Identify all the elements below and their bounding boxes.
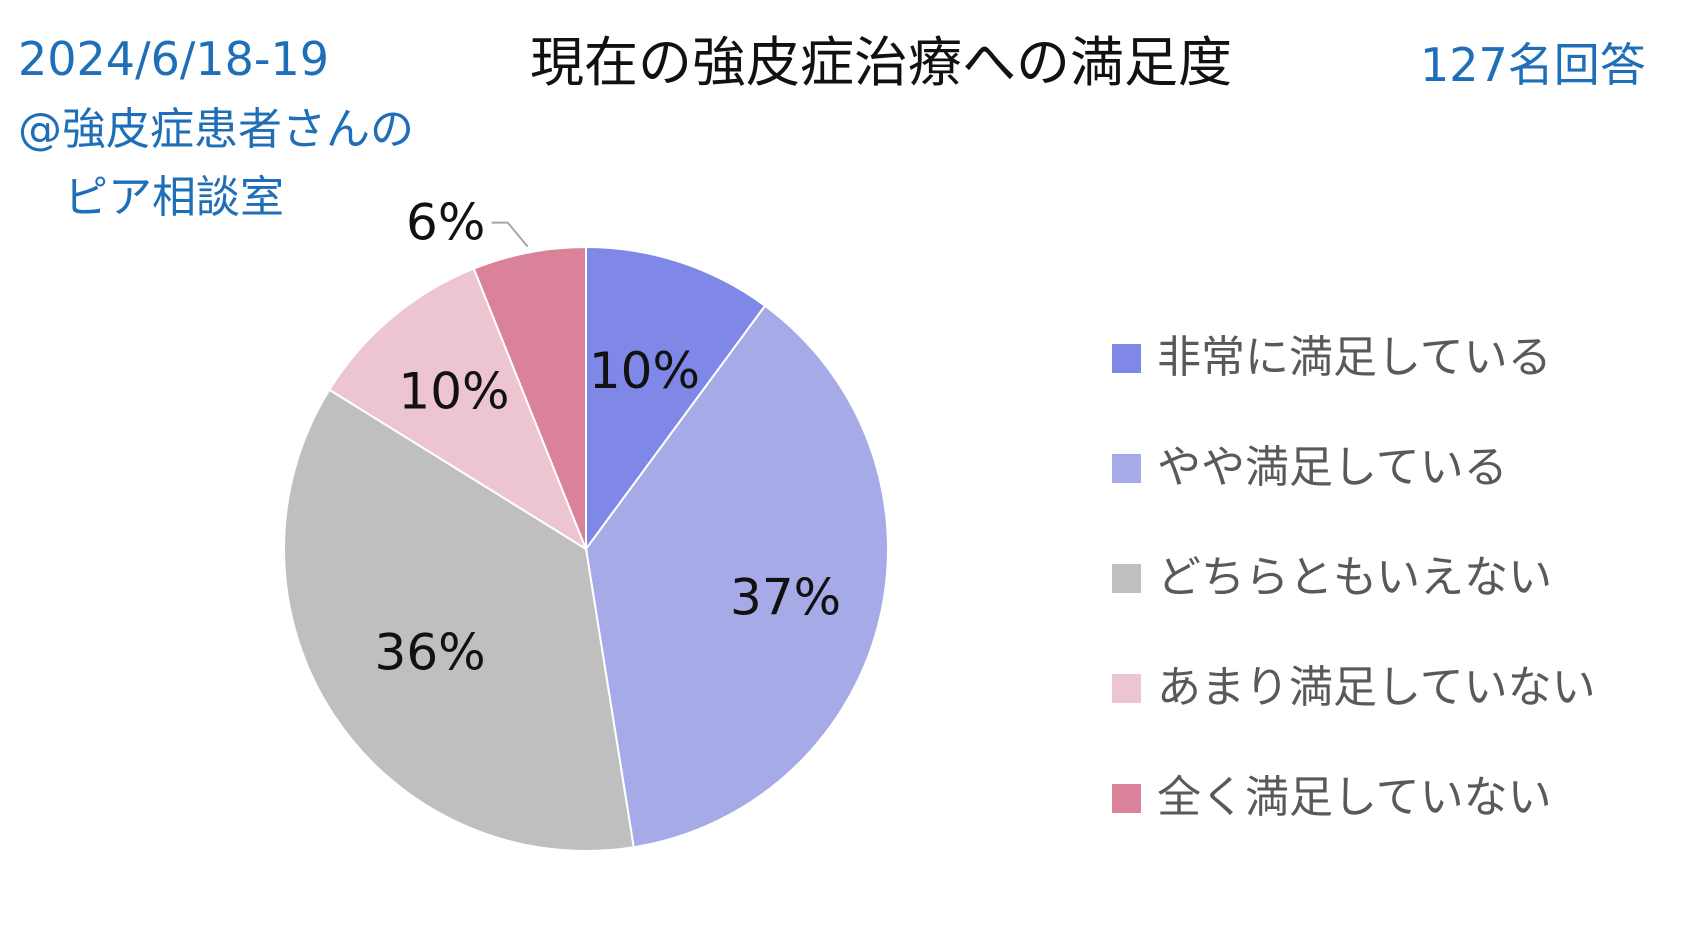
- legend-label: 非常に満足している: [1157, 332, 1552, 383]
- legend-item: やや満足している: [1112, 440, 1596, 496]
- pie-slice: [328, 267, 589, 552]
- data-label: 37%: [730, 568, 841, 626]
- survey-date: 2024/6/18-19: [18, 32, 329, 86]
- data-label: 36%: [375, 624, 486, 682]
- legend-swatch: [1112, 673, 1141, 703]
- legend-item: どちらともいえない: [1112, 550, 1596, 606]
- source-line-2: ピア相談室: [64, 172, 284, 223]
- pie-slice: [585, 245, 767, 553]
- legend-label: やや満足している: [1157, 442, 1508, 493]
- legend-label: あまり満足していない: [1157, 662, 1596, 713]
- data-label: 10%: [589, 342, 700, 400]
- source-line-1: @強皮症患者さんの: [18, 104, 414, 155]
- legend-swatch: [1112, 343, 1141, 373]
- chart-legend: 非常に満足している やや満足している どちらともいえない あまり満足していない …: [1112, 330, 1596, 880]
- chart-title: 現在の強皮症治療への満足度: [530, 31, 1232, 94]
- leader-line: [491, 221, 529, 248]
- legend-item: 全く満足していない: [1112, 770, 1596, 826]
- legend-label: どちらともいえない: [1157, 552, 1553, 603]
- data-label: 10%: [398, 363, 509, 421]
- pie-slice: [283, 388, 635, 852]
- data-label: 6%: [406, 194, 485, 252]
- pie-slice: [584, 304, 889, 849]
- legend-label: 全く満足していない: [1157, 772, 1552, 823]
- legend-swatch: [1112, 783, 1141, 813]
- respondent-count: 127名回答: [1420, 38, 1646, 92]
- pie-slice: [472, 245, 587, 550]
- legend-swatch: [1112, 453, 1141, 483]
- legend-item: あまり満足していない: [1112, 660, 1596, 716]
- legend-item: 非常に満足している: [1112, 330, 1596, 386]
- legend-swatch: [1112, 563, 1141, 593]
